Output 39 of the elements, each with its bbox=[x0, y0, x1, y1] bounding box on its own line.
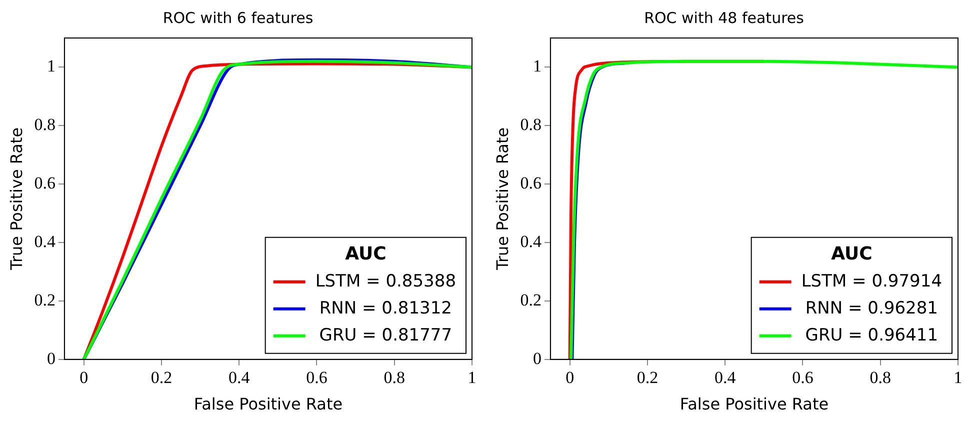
x-tick-label: 0.2 bbox=[636, 368, 658, 388]
x-axis-title: False Positive Rate bbox=[194, 394, 343, 414]
x-tick-label: 0 bbox=[566, 368, 574, 388]
x-tick-label: 0.4 bbox=[714, 368, 736, 388]
x-tick-label: 0.8 bbox=[384, 368, 405, 388]
y-tick-label: 0.4 bbox=[520, 232, 542, 251]
x-tick-label: 0.6 bbox=[792, 368, 814, 388]
legend-label: RNN = 0.96281 bbox=[805, 298, 938, 318]
x-tick-label: 1 bbox=[954, 368, 962, 388]
chart-title: ROC with 6 features bbox=[162, 8, 314, 27]
y-tick-label: 0.6 bbox=[34, 174, 56, 193]
legend-label: LSTM = 0.97914 bbox=[801, 271, 942, 292]
x-tick-label: 0 bbox=[80, 368, 88, 388]
chart-title: ROC with 48 features bbox=[644, 8, 804, 27]
x-tick-label: 0.6 bbox=[306, 368, 328, 388]
y-tick-label: 0.8 bbox=[34, 115, 56, 134]
y-tick-label: 0.6 bbox=[520, 174, 542, 193]
legend-title: AUC bbox=[831, 244, 872, 265]
y-tick-label: 1 bbox=[46, 56, 56, 76]
y-axis-title: True Positive Rate bbox=[492, 127, 512, 271]
x-tick-label: 0.4 bbox=[228, 368, 250, 388]
y-tick-label: 0.2 bbox=[520, 290, 542, 310]
x-tick-label: 1 bbox=[468, 368, 476, 388]
y-tick-label: 1 bbox=[532, 56, 542, 76]
legend-label: GRU = 0.81777 bbox=[319, 325, 452, 346]
y-tick-label: 0 bbox=[532, 348, 542, 368]
y-tick-label: 0.2 bbox=[34, 290, 56, 310]
x-axis-title: False Positive Rate bbox=[680, 394, 829, 414]
line-series bbox=[570, 60, 958, 360]
x-tick-label: 0.8 bbox=[870, 368, 891, 388]
x-tick-label: 0.2 bbox=[150, 368, 172, 388]
legend-label: GRU = 0.96411 bbox=[805, 325, 938, 346]
y-tick-label: 0 bbox=[46, 348, 56, 368]
legend-title: AUC bbox=[345, 244, 386, 265]
legend-label: RNN = 0.81312 bbox=[319, 298, 452, 318]
y-axis-title: True Positive Rate bbox=[6, 127, 26, 271]
legend-label: LSTM = 0.85388 bbox=[315, 271, 456, 292]
y-tick-label: 0.4 bbox=[34, 232, 56, 251]
y-tick-label: 0.8 bbox=[520, 115, 542, 134]
